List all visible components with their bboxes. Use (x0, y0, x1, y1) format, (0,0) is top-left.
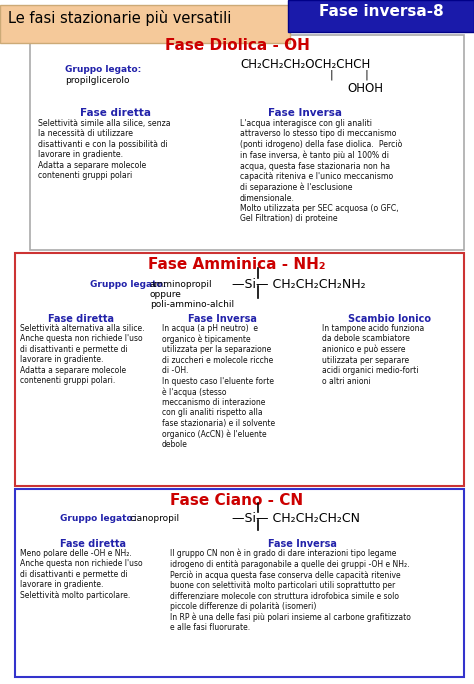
Text: Selettività simile alla silice, senza
la necessità di utilizzare
disattivanti e : Selettività simile alla silice, senza la… (38, 119, 171, 180)
Text: Fase diretta: Fase diretta (80, 108, 151, 118)
Text: Gruppo legato:: Gruppo legato: (60, 514, 136, 523)
Text: Fase Ciano - CN: Fase Ciano - CN (171, 493, 303, 508)
Text: OHOH: OHOH (347, 82, 383, 95)
FancyBboxPatch shape (15, 489, 464, 677)
Text: Gruppo legato:: Gruppo legato: (90, 280, 166, 289)
Text: oppure: oppure (150, 290, 182, 299)
Text: Meno polare delle -OH e NH₂.
Anche questa non richiede l'uso
di disattivanti e p: Meno polare delle -OH e NH₂. Anche quest… (20, 549, 143, 600)
Text: Il gruppo CN non è in grado di dare interazioni tipo legame
idrogeno di entità p: Il gruppo CN non è in grado di dare inte… (170, 549, 411, 633)
Text: amminopropil: amminopropil (150, 280, 213, 289)
Text: L'acqua interagisce con gli analiti
attraverso lo stesso tipo di meccanismo
(pon: L'acqua interagisce con gli analiti attr… (240, 119, 402, 224)
Text: Fase Inversa: Fase Inversa (268, 539, 337, 549)
Text: cianopropil: cianopropil (130, 514, 180, 523)
Text: propilglicerolo: propilglicerolo (65, 76, 129, 85)
Text: Fase Inversa: Fase Inversa (188, 314, 257, 324)
FancyBboxPatch shape (30, 35, 464, 250)
FancyBboxPatch shape (0, 5, 290, 43)
Text: Fase Amminica - NH₂: Fase Amminica - NH₂ (148, 257, 326, 272)
Text: Fase Diolica - OH: Fase Diolica - OH (164, 38, 310, 53)
Text: Fase Inversa: Fase Inversa (268, 108, 342, 118)
Text: In acqua (a pH neutro)  e
organico è tipicamente
utilizzata per la separazione
d: In acqua (a pH neutro) e organico è tipi… (162, 324, 275, 449)
Text: Scambio Ionico: Scambio Ionico (348, 314, 431, 324)
Text: poli-ammino-alchil: poli-ammino-alchil (150, 300, 234, 309)
Text: CH₂CH₂CH₂OCH₂CHCH: CH₂CH₂CH₂OCH₂CHCH (240, 58, 370, 71)
Text: |         |: | | (330, 70, 369, 81)
FancyBboxPatch shape (15, 253, 464, 486)
Text: Le fasi stazionarie più versatili: Le fasi stazionarie più versatili (8, 10, 231, 26)
Text: Gruppo legato:: Gruppo legato: (65, 65, 141, 74)
Text: Selettività alternativa alla silice.
Anche questa non richiede l'uso
di disattiv: Selettività alternativa alla silice. Anc… (20, 324, 145, 385)
FancyBboxPatch shape (288, 0, 474, 32)
Text: —Si— CH₂CH₂CH₂CN: —Si— CH₂CH₂CH₂CN (232, 512, 360, 525)
Text: In tampone acido funziona
da debole scambiatore
anionico e può essere
utilizzata: In tampone acido funziona da debole scam… (322, 324, 424, 386)
Text: Fase diretta: Fase diretta (60, 539, 126, 549)
Text: —Si— CH₂CH₂CH₂NH₂: —Si— CH₂CH₂CH₂NH₂ (232, 278, 365, 291)
Text: Fase diretta: Fase diretta (48, 314, 114, 324)
Text: Fase inversa-8: Fase inversa-8 (319, 4, 443, 19)
